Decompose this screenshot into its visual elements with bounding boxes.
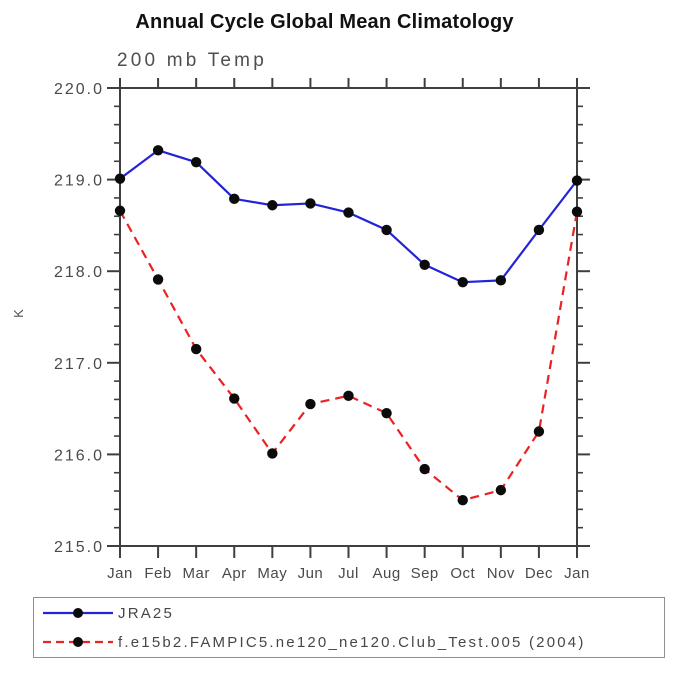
- y-tick-label: 217.0: [54, 356, 104, 373]
- x-tick-label: Jan: [564, 565, 590, 582]
- data-point-marker-icon: [571, 206, 583, 217]
- y-tick-label: 216.0: [54, 447, 104, 464]
- data-point-marker-icon: [533, 224, 545, 236]
- chart-title: Annual Cycle Global Mean Climatology: [135, 11, 514, 33]
- legend-marker-dot-icon: [73, 608, 83, 618]
- chart-subtitle: 200 mb Temp: [117, 50, 267, 71]
- data-point-marker-icon: [305, 198, 316, 209]
- data-point-marker-icon: [419, 463, 430, 475]
- data-point-marker-icon: [152, 274, 164, 285]
- data-point-marker-icon: [343, 390, 354, 401]
- x-tick-label: Jun: [298, 565, 324, 582]
- data-point-marker-icon: [495, 484, 507, 496]
- legend-label-model: f.e15b2.FAMPIC5.ne120_ne120.Club_Test.00…: [118, 633, 586, 651]
- legend-item-jra25: JRA25: [41, 599, 664, 628]
- data-point-marker-icon: [229, 193, 240, 205]
- data-point-marker-icon: [457, 495, 468, 506]
- x-tick-label: Mar: [182, 565, 209, 582]
- x-tick-label: Dec: [525, 565, 553, 582]
- legend-item-model: f.e15b2.FAMPIC5.ne120_ne120.Club_Test.00…: [41, 628, 664, 657]
- legend-marker-dot-icon: [73, 637, 83, 647]
- data-point-marker-icon: [343, 207, 354, 218]
- data-point-marker-icon: [114, 205, 126, 216]
- data-point-marker-icon: [495, 275, 507, 286]
- y-tick-label: 218.0: [54, 264, 104, 281]
- legend-box: JRA25 f.e15b2.FAMPIC5.ne120_ne120.Club_T…: [33, 597, 665, 658]
- x-tick-label: Apr: [222, 565, 247, 582]
- data-point-marker-icon: [381, 407, 392, 419]
- x-tick-label: Oct: [450, 565, 475, 582]
- data-point-marker-icon: [229, 393, 240, 404]
- data-point-marker-icon: [571, 175, 583, 186]
- legend-label-jra25: JRA25: [118, 604, 175, 622]
- data-point-marker-icon: [114, 173, 126, 184]
- x-tick-label: Feb: [144, 565, 171, 582]
- x-tick-label: Nov: [487, 565, 515, 582]
- data-point-marker-icon: [190, 343, 202, 355]
- data-point-marker-icon: [381, 224, 392, 236]
- y-tick-label: 215.0: [54, 539, 104, 556]
- y-tick-label: 219.0: [54, 173, 104, 190]
- x-tick-label: Aug: [372, 565, 400, 582]
- x-tick-label: Jul: [338, 565, 359, 582]
- data-point-marker-icon: [419, 259, 430, 270]
- data-point-marker-icon: [190, 156, 202, 168]
- x-tick-label: Sep: [411, 565, 439, 582]
- series-line-model: [119, 210, 579, 502]
- data-point-marker-icon: [457, 276, 468, 288]
- data-point-marker-icon: [267, 200, 278, 211]
- data-point-marker-icon: [305, 398, 316, 410]
- data-point-marker-icon: [267, 448, 278, 459]
- x-tick-label: May: [257, 565, 287, 582]
- y-tick-label: 220.0: [54, 81, 104, 98]
- x-tick-label: Jan: [107, 565, 133, 582]
- data-point-marker-icon: [152, 145, 164, 156]
- legend-line-sample-solid-icon: [43, 608, 113, 618]
- legend-line-sample-dashed-icon: [43, 637, 113, 647]
- data-point-marker-icon: [533, 426, 545, 437]
